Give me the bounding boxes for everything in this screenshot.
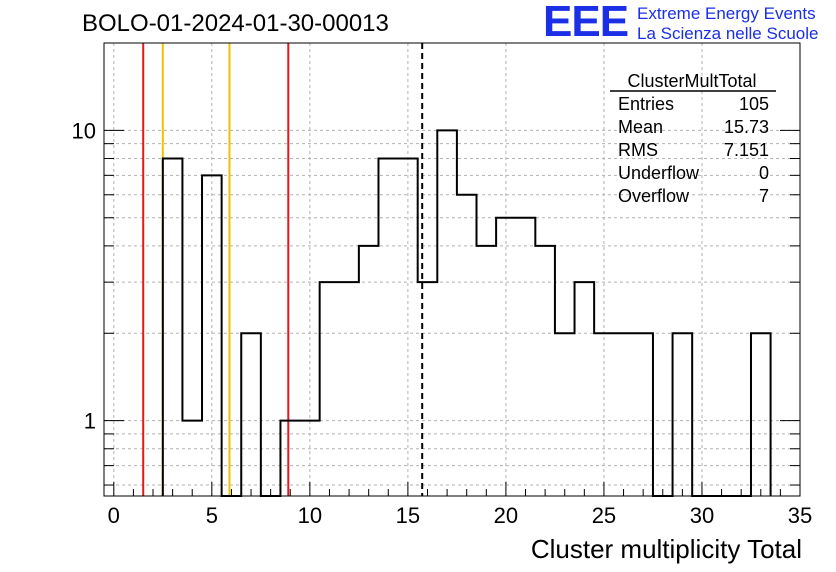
stats-value: 105 bbox=[739, 94, 769, 114]
stats-box-title: ClusterMultTotal bbox=[627, 71, 756, 91]
stats-value: 15.73 bbox=[724, 117, 769, 137]
histogram-bin bbox=[378, 159, 398, 496]
y-tick-label: 10 bbox=[72, 118, 96, 143]
stats-label: RMS bbox=[618, 140, 658, 160]
histogram-bin bbox=[575, 282, 595, 496]
histogram-bin bbox=[163, 159, 183, 496]
logo-text-line-2: La Scienza nelle Scuole bbox=[637, 24, 819, 43]
histogram-bin bbox=[477, 246, 497, 496]
histogram-bin bbox=[241, 333, 261, 496]
stats-label: Mean bbox=[618, 117, 663, 137]
x-tick-label: 30 bbox=[690, 503, 714, 528]
stats-value: 7 bbox=[759, 186, 769, 206]
logo-mark: EEE bbox=[543, 0, 629, 46]
stats-label: Entries bbox=[618, 94, 674, 114]
histogram-bin bbox=[339, 282, 359, 496]
histogram-bin bbox=[673, 333, 693, 496]
histogram-bin bbox=[182, 421, 202, 496]
histogram-bin bbox=[359, 246, 379, 496]
x-axis-label: Cluster multiplicity Total bbox=[531, 534, 802, 564]
histogram-bin bbox=[516, 218, 536, 496]
stats-label: Overflow bbox=[618, 186, 690, 206]
histogram-bin bbox=[457, 195, 477, 496]
x-tick-label: 0 bbox=[108, 503, 120, 528]
histogram-bin bbox=[320, 282, 340, 496]
stats-value: 0 bbox=[759, 163, 769, 183]
stats-box: ClusterMultTotal Entries 105 Mean 15.73 RMS 7… bbox=[610, 71, 776, 206]
marker-layer bbox=[142, 43, 424, 496]
x-tick-label: 15 bbox=[396, 503, 420, 528]
y-tick-label: 1 bbox=[84, 409, 96, 434]
histogram-bin bbox=[614, 333, 634, 496]
histogram-bin bbox=[437, 130, 457, 496]
histogram-bin bbox=[535, 246, 555, 496]
x-tick-label: 25 bbox=[592, 503, 616, 528]
x-tick-label: 35 bbox=[788, 503, 812, 528]
plot-frame bbox=[103, 42, 801, 497]
x-tick-label: 10 bbox=[298, 503, 322, 528]
x-tick-label: 5 bbox=[206, 503, 218, 528]
axis-layer: 0 5 10 15 20 25 30 35 1 10 bbox=[72, 118, 813, 528]
histogram-bin bbox=[633, 333, 653, 496]
stats-value: 7.151 bbox=[724, 140, 769, 160]
histogram-bin bbox=[751, 333, 771, 496]
x-tick-label: 20 bbox=[494, 503, 518, 528]
histogram-bin bbox=[555, 333, 575, 496]
grid-layer bbox=[104, 43, 800, 496]
logo-text-line-1: Extreme Energy Events bbox=[637, 4, 816, 23]
stats-label: Underflow bbox=[618, 163, 700, 183]
run-title: BOLO-01-2024-01-30-00013 bbox=[82, 10, 389, 37]
histogram-bin bbox=[418, 282, 438, 496]
